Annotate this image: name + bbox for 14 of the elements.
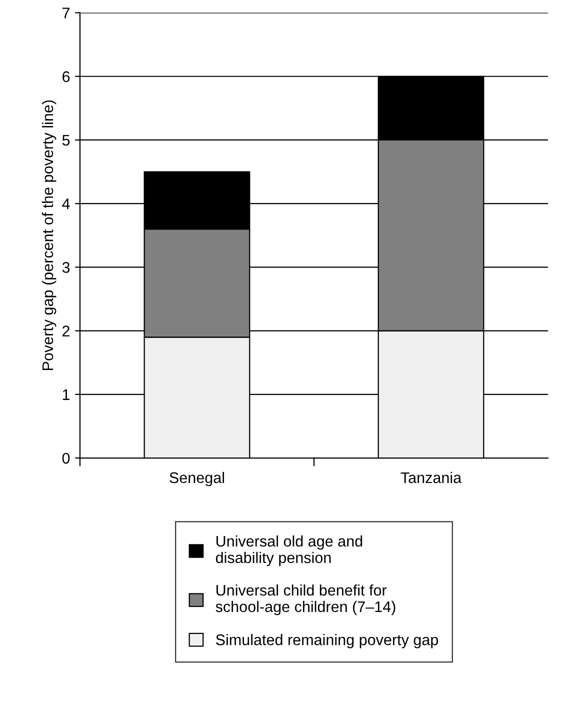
y-tick-label: 2	[62, 326, 70, 336]
legend-label: Universal old age and disability pension	[216, 535, 362, 566]
legend-label: Universal child benefit for school-age children (7–14)	[216, 584, 396, 616]
legend-label: Simulated remaining poverty gap	[216, 634, 438, 648]
x-tick-label: Tanzania	[400, 472, 462, 484]
y-tick-label: 6	[62, 71, 70, 82]
y-tick-label: 3	[62, 262, 70, 273]
y-tick-label: 0	[62, 452, 70, 464]
y-tick-label: 7	[62, 8, 70, 18]
y-axis-title: Poverty gap (percent of the poverty line)	[42, 100, 56, 370]
y-tick-label: 1	[62, 389, 70, 400]
y-tick-label: 5	[62, 135, 70, 146]
x-tick-label: Senegal	[170, 472, 224, 486]
y-tick-label: 4	[62, 198, 70, 210]
